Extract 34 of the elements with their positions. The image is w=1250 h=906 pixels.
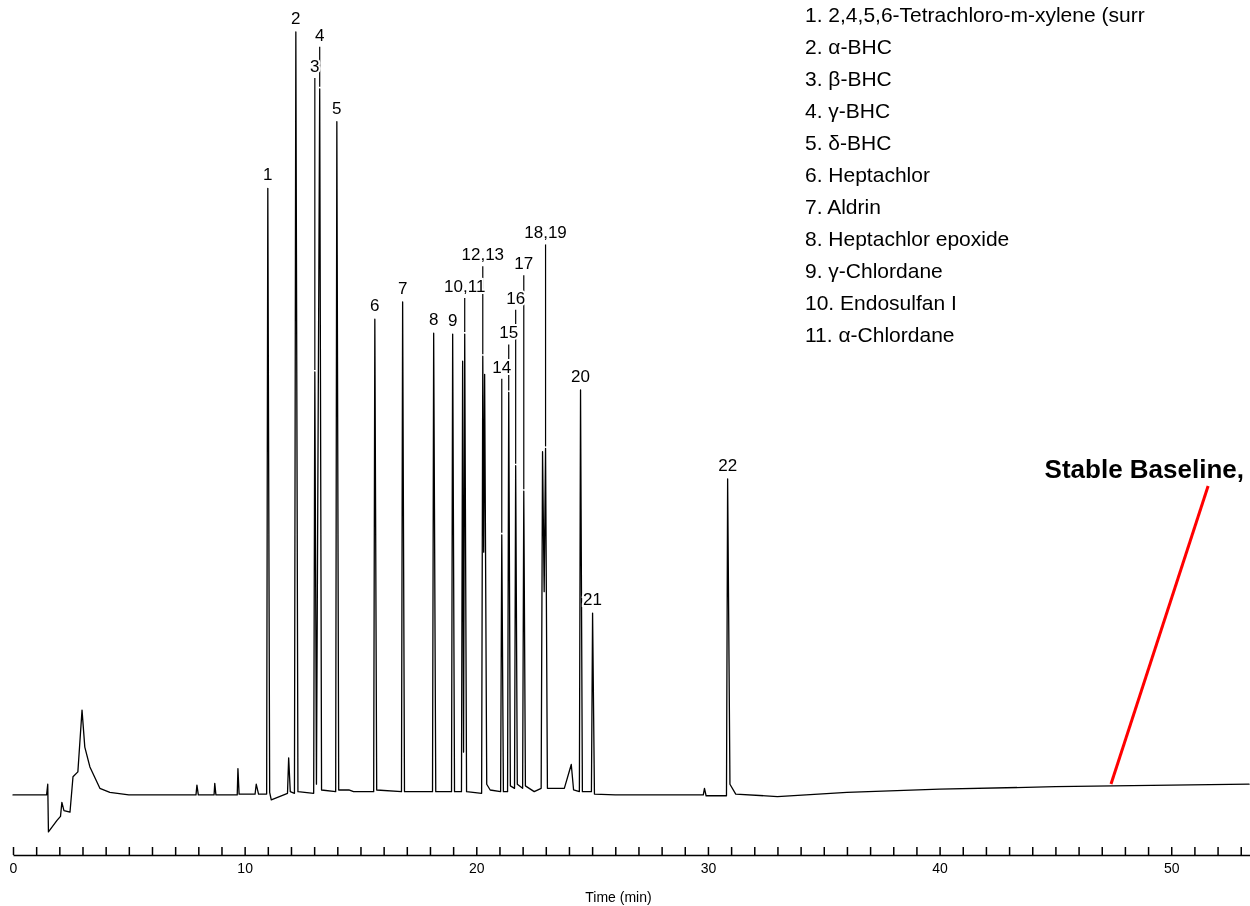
annotation: 3 — [310, 56, 320, 76]
annotation: 2 — [291, 9, 301, 28]
annotation: 8. Heptachlor epoxide — [805, 227, 1010, 250]
x-tick-label: 30 — [700, 859, 717, 876]
annotation: 8 — [428, 310, 439, 330]
annotation: 7 — [397, 278, 408, 298]
annotation: 5 — [332, 98, 342, 118]
annotation: Stable Baseline, — [1044, 454, 1244, 484]
annotation: 22 — [718, 455, 738, 475]
x-tick-label: 50 — [1163, 859, 1180, 876]
x-tick-label: 0 — [9, 859, 18, 876]
annotation: 12,13 — [461, 245, 505, 265]
annotation: 4 — [314, 25, 325, 45]
annotation: 7. Aldrin — [805, 195, 881, 218]
x-tick-label: 40 — [932, 859, 949, 876]
annotation: 3. β-BHC — [805, 67, 892, 90]
annotation: 9. γ-Chlordane — [805, 259, 943, 282]
annotation: 4. γ-BHC — [805, 99, 891, 122]
annotation: 5. δ-BHC — [805, 131, 892, 154]
x-tick-label: 20 — [469, 859, 485, 876]
annotation: 18,19 — [524, 223, 567, 243]
annotation: 9 — [447, 311, 458, 331]
annotation: 1 — [263, 165, 273, 185]
annotation: 6. Heptachlor — [805, 163, 930, 186]
annotation: 6 — [370, 296, 380, 316]
annotation: 20 — [571, 367, 590, 387]
annotation: 17 — [514, 254, 534, 274]
annotation: 2. α-BHC — [805, 35, 892, 58]
annotation: 10. Endosulfan I — [805, 291, 957, 314]
x-axis-title: Time (min) — [585, 889, 652, 905]
annotation: 21 — [583, 590, 603, 610]
x-tick-label: 10 — [237, 859, 254, 876]
text: 1. 2,4,5,6-Tetrachloro-m-xylene (surr — [805, 3, 1145, 26]
annotation: 11. α-Chlordane — [805, 323, 955, 346]
